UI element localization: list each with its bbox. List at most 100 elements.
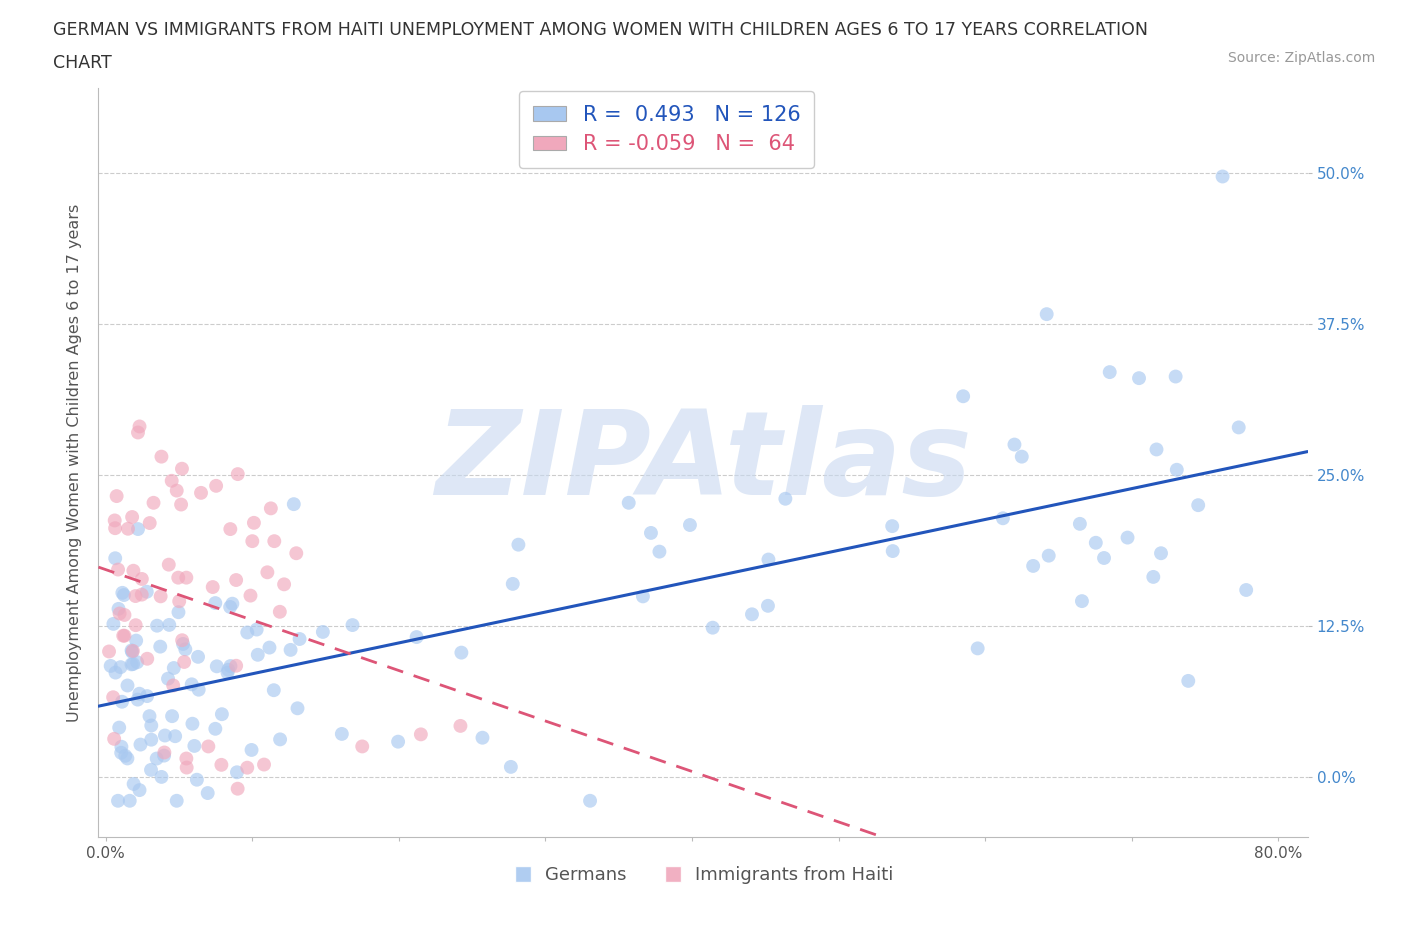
Point bbox=[131, 587, 153, 602]
Point bbox=[172, 636, 194, 651]
Point bbox=[1166, 462, 1188, 477]
Point bbox=[226, 764, 249, 779]
Point bbox=[166, 484, 188, 498]
Point bbox=[758, 552, 780, 567]
Point bbox=[1142, 569, 1164, 584]
Point bbox=[631, 589, 654, 604]
Point bbox=[499, 760, 522, 775]
Point bbox=[204, 595, 226, 610]
Point bbox=[1150, 546, 1173, 561]
Point bbox=[112, 629, 135, 644]
Point bbox=[226, 781, 249, 796]
Point bbox=[138, 515, 160, 530]
Point bbox=[107, 602, 129, 617]
Point bbox=[197, 739, 219, 754]
Point bbox=[240, 534, 263, 549]
Point bbox=[260, 501, 283, 516]
Point bbox=[741, 607, 763, 622]
Point bbox=[409, 727, 432, 742]
Point bbox=[131, 572, 153, 587]
Point bbox=[187, 649, 209, 664]
Point bbox=[1234, 582, 1257, 597]
Point bbox=[103, 617, 125, 631]
Point bbox=[1164, 369, 1187, 384]
Point bbox=[111, 695, 134, 710]
Point bbox=[352, 739, 374, 754]
Point bbox=[107, 562, 129, 577]
Point bbox=[114, 607, 136, 622]
Point bbox=[108, 720, 131, 735]
Point bbox=[240, 742, 263, 757]
Point bbox=[122, 564, 145, 578]
Point bbox=[219, 522, 242, 537]
Point bbox=[104, 665, 127, 680]
Point bbox=[167, 593, 190, 608]
Point bbox=[502, 577, 524, 591]
Point bbox=[121, 510, 143, 525]
Point bbox=[157, 618, 180, 632]
Point bbox=[1038, 548, 1060, 563]
Point bbox=[288, 631, 311, 646]
Point bbox=[122, 644, 145, 658]
Point bbox=[1177, 673, 1199, 688]
Point bbox=[153, 745, 176, 760]
Point bbox=[174, 642, 197, 657]
Point bbox=[163, 660, 186, 675]
Point bbox=[98, 644, 121, 658]
Point bbox=[127, 655, 149, 670]
Point bbox=[170, 461, 193, 476]
Text: Source: ZipAtlas.com: Source: ZipAtlas.com bbox=[1227, 51, 1375, 65]
Point bbox=[176, 760, 198, 775]
Point bbox=[149, 639, 172, 654]
Point bbox=[225, 573, 247, 588]
Point bbox=[117, 678, 139, 693]
Point bbox=[450, 645, 472, 660]
Point bbox=[648, 544, 671, 559]
Point bbox=[136, 651, 159, 666]
Point bbox=[160, 709, 183, 724]
Point bbox=[172, 632, 194, 647]
Point bbox=[117, 751, 139, 766]
Point bbox=[124, 589, 146, 604]
Point bbox=[283, 497, 305, 512]
Point bbox=[112, 588, 135, 603]
Point bbox=[205, 478, 228, 493]
Point bbox=[103, 731, 125, 746]
Point bbox=[280, 643, 302, 658]
Point bbox=[180, 677, 202, 692]
Point bbox=[114, 629, 136, 644]
Point bbox=[991, 511, 1014, 525]
Point bbox=[125, 633, 148, 648]
Point bbox=[157, 671, 180, 686]
Point bbox=[122, 657, 145, 671]
Point bbox=[141, 732, 163, 747]
Point bbox=[1187, 498, 1209, 512]
Point bbox=[225, 658, 247, 673]
Point bbox=[114, 749, 136, 764]
Point bbox=[129, 737, 152, 752]
Point bbox=[236, 625, 259, 640]
Point bbox=[118, 793, 141, 808]
Point bbox=[253, 757, 276, 772]
Point bbox=[1071, 593, 1094, 608]
Point bbox=[508, 538, 530, 552]
Point bbox=[170, 498, 193, 512]
Point bbox=[1011, 449, 1033, 464]
Point bbox=[1084, 536, 1107, 551]
Point bbox=[449, 719, 471, 734]
Point bbox=[153, 728, 176, 743]
Point bbox=[166, 793, 188, 808]
Point bbox=[167, 604, 190, 619]
Point bbox=[312, 625, 335, 640]
Point bbox=[342, 618, 364, 632]
Point bbox=[405, 630, 427, 644]
Point bbox=[190, 485, 212, 500]
Point bbox=[136, 688, 159, 703]
Point bbox=[756, 598, 779, 613]
Point bbox=[219, 658, 242, 673]
Point bbox=[285, 546, 308, 561]
Point bbox=[330, 726, 353, 741]
Point bbox=[217, 665, 239, 680]
Point bbox=[127, 692, 149, 707]
Point bbox=[952, 389, 974, 404]
